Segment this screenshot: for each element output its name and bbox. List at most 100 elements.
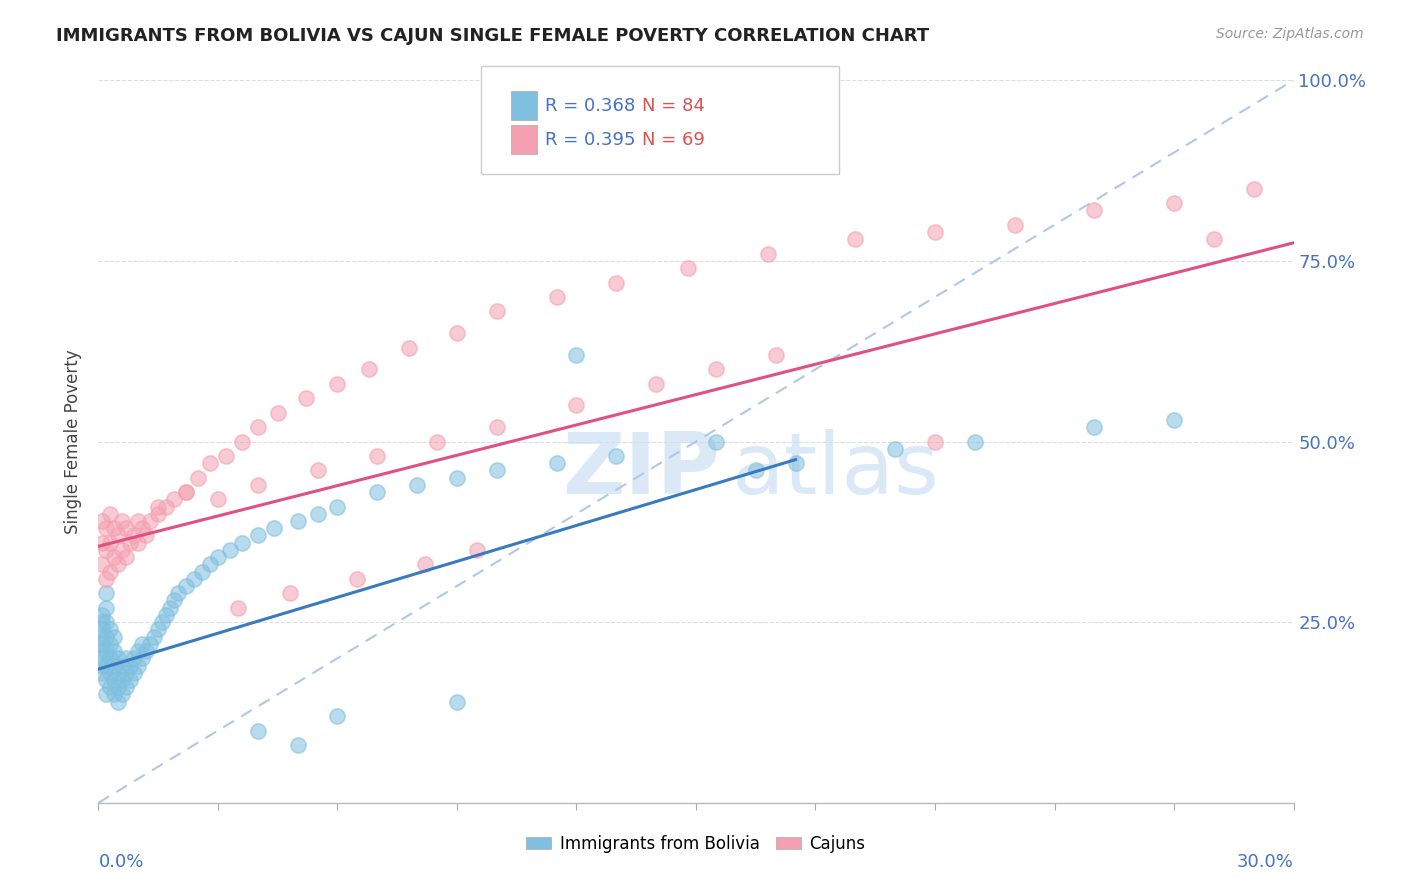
Point — [207, 550, 229, 565]
Point — [1083, 420, 1105, 434]
Point — [366, 485, 388, 500]
Point — [174, 485, 197, 500]
Legend: Immigrants from Bolivia, Cajuns: Immigrants from Bolivia, Cajuns — [520, 828, 872, 860]
Point — [1163, 413, 1185, 427]
Text: ZIP: ZIP — [562, 429, 720, 512]
Point — [326, 376, 349, 391]
Point — [98, 665, 122, 680]
Text: atlas: atlas — [733, 429, 939, 512]
Point — [246, 478, 269, 492]
Point — [174, 579, 197, 593]
Point — [98, 507, 122, 521]
Point — [96, 673, 118, 687]
Point — [96, 687, 118, 701]
Point — [924, 434, 946, 449]
Point — [924, 225, 946, 239]
Text: R = 0.368: R = 0.368 — [546, 96, 636, 114]
Point — [426, 434, 449, 449]
Point — [346, 572, 368, 586]
Point — [546, 290, 568, 304]
Point — [131, 651, 153, 665]
Point — [120, 535, 142, 549]
Point — [287, 738, 309, 752]
FancyBboxPatch shape — [510, 125, 537, 154]
Point — [127, 535, 149, 549]
Point — [139, 637, 162, 651]
Point — [91, 665, 114, 680]
Point — [98, 565, 122, 579]
Point — [96, 644, 118, 658]
Point — [91, 651, 114, 665]
Point — [98, 680, 122, 694]
Point — [124, 528, 146, 542]
Point — [704, 434, 727, 449]
Point — [120, 658, 142, 673]
Point — [107, 665, 129, 680]
Point — [246, 528, 269, 542]
Point — [231, 434, 253, 449]
Point — [96, 630, 118, 644]
Point — [107, 651, 129, 665]
Point — [98, 623, 122, 637]
Point — [111, 673, 134, 687]
Point — [183, 572, 205, 586]
Point — [91, 644, 114, 658]
Point — [148, 507, 170, 521]
Point — [167, 586, 190, 600]
Text: R = 0.395: R = 0.395 — [546, 130, 636, 149]
Point — [546, 456, 568, 470]
Point — [91, 607, 114, 622]
Point — [565, 348, 588, 362]
Point — [198, 456, 221, 470]
Point — [131, 637, 153, 651]
Point — [91, 535, 114, 549]
Point — [120, 673, 142, 687]
Point — [91, 615, 114, 630]
Point — [148, 500, 170, 514]
Point — [96, 521, 118, 535]
Point — [127, 514, 149, 528]
Point — [115, 680, 138, 694]
Point — [485, 420, 508, 434]
Point — [465, 542, 488, 557]
Point — [219, 542, 242, 557]
Point — [159, 600, 181, 615]
Point — [143, 630, 166, 644]
Point — [103, 521, 125, 535]
Point — [135, 528, 157, 542]
Point — [446, 326, 468, 340]
Point — [198, 558, 221, 572]
Point — [676, 261, 699, 276]
Point — [406, 478, 429, 492]
Point — [765, 348, 787, 362]
Text: 0.0%: 0.0% — [98, 854, 143, 871]
Point — [111, 542, 134, 557]
Point — [107, 528, 129, 542]
Point — [287, 514, 309, 528]
Point — [111, 658, 134, 673]
Point — [139, 514, 162, 528]
Point — [307, 463, 329, 477]
Text: N = 69: N = 69 — [643, 130, 704, 149]
FancyBboxPatch shape — [481, 66, 839, 174]
Point — [91, 637, 114, 651]
Point — [785, 456, 807, 470]
Point — [103, 658, 125, 673]
Text: N = 84: N = 84 — [643, 96, 704, 114]
Point — [267, 406, 290, 420]
Point — [1243, 182, 1265, 196]
Point — [150, 615, 173, 630]
Point — [155, 500, 177, 514]
Point — [91, 558, 114, 572]
Point — [107, 680, 129, 694]
Point — [111, 687, 134, 701]
Point — [96, 600, 118, 615]
Point — [963, 434, 986, 449]
Point — [307, 507, 329, 521]
Point — [207, 492, 229, 507]
Point — [294, 391, 316, 405]
Point — [127, 644, 149, 658]
Point — [115, 521, 138, 535]
Point — [704, 362, 727, 376]
Point — [98, 637, 122, 651]
